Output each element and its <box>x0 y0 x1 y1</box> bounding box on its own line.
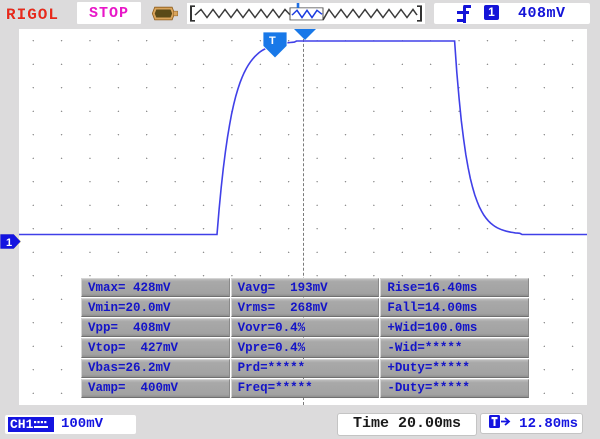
svg-text:T: T <box>269 35 276 47</box>
